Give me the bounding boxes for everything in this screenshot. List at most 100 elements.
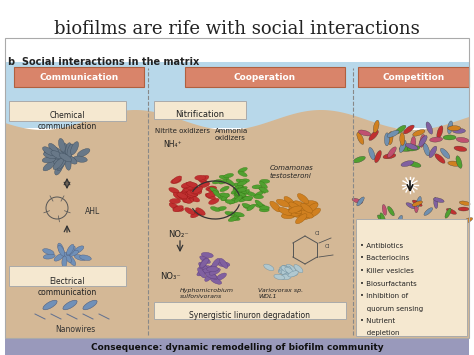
Ellipse shape	[258, 186, 265, 193]
Ellipse shape	[358, 130, 371, 136]
Ellipse shape	[447, 208, 456, 214]
Text: NO₃⁻: NO₃⁻	[160, 272, 181, 281]
Text: Synergistic linuron degradation: Synergistic linuron degradation	[190, 311, 310, 320]
Ellipse shape	[369, 147, 375, 160]
Ellipse shape	[306, 203, 318, 213]
Ellipse shape	[276, 199, 290, 207]
Bar	[14, 67, 144, 87]
Ellipse shape	[286, 264, 296, 272]
Ellipse shape	[205, 266, 216, 272]
FancyBboxPatch shape	[154, 302, 346, 319]
Bar	[185, 67, 345, 87]
Ellipse shape	[191, 188, 202, 193]
Ellipse shape	[53, 158, 64, 170]
Ellipse shape	[68, 256, 76, 266]
Ellipse shape	[233, 185, 243, 190]
Ellipse shape	[205, 272, 214, 282]
Ellipse shape	[209, 268, 220, 275]
Bar	[358, 67, 469, 87]
Ellipse shape	[238, 187, 246, 194]
Ellipse shape	[295, 214, 307, 224]
Ellipse shape	[220, 193, 229, 197]
Ellipse shape	[186, 190, 197, 196]
Ellipse shape	[67, 144, 74, 158]
Ellipse shape	[239, 196, 248, 202]
Ellipse shape	[259, 187, 268, 192]
Ellipse shape	[309, 208, 320, 217]
Ellipse shape	[287, 210, 301, 216]
Ellipse shape	[437, 126, 443, 138]
Ellipse shape	[187, 191, 198, 196]
Ellipse shape	[414, 202, 419, 213]
Ellipse shape	[210, 187, 219, 193]
Ellipse shape	[456, 137, 469, 143]
Ellipse shape	[255, 191, 264, 197]
Ellipse shape	[278, 269, 289, 275]
Ellipse shape	[200, 258, 209, 268]
Ellipse shape	[197, 269, 208, 276]
Ellipse shape	[236, 193, 245, 199]
Ellipse shape	[169, 187, 179, 193]
Text: Nanowires: Nanowires	[55, 325, 95, 334]
Ellipse shape	[288, 271, 298, 277]
Ellipse shape	[206, 192, 217, 197]
Ellipse shape	[458, 207, 469, 211]
Ellipse shape	[295, 207, 309, 214]
Ellipse shape	[230, 216, 240, 220]
Ellipse shape	[194, 210, 205, 215]
Text: Variovorax sp.
WDL1: Variovorax sp. WDL1	[258, 288, 303, 299]
Ellipse shape	[239, 179, 249, 183]
Ellipse shape	[235, 212, 244, 217]
Ellipse shape	[190, 187, 201, 192]
Ellipse shape	[236, 192, 245, 197]
Ellipse shape	[170, 198, 181, 203]
Ellipse shape	[224, 173, 234, 178]
Text: Electrical
communication: Electrical communication	[37, 277, 97, 297]
Ellipse shape	[238, 171, 247, 177]
Text: • Bacteriocins: • Bacteriocins	[360, 256, 409, 262]
Ellipse shape	[191, 190, 201, 195]
Ellipse shape	[83, 300, 97, 310]
Ellipse shape	[210, 207, 220, 212]
Ellipse shape	[399, 147, 412, 152]
Ellipse shape	[177, 193, 187, 200]
Ellipse shape	[66, 144, 73, 158]
Ellipse shape	[232, 212, 241, 217]
Ellipse shape	[284, 196, 295, 207]
Ellipse shape	[397, 215, 402, 225]
Ellipse shape	[193, 187, 203, 194]
Ellipse shape	[377, 215, 385, 223]
Ellipse shape	[57, 157, 66, 169]
Ellipse shape	[424, 208, 433, 215]
Ellipse shape	[447, 121, 453, 134]
Ellipse shape	[285, 267, 294, 275]
Text: Cl: Cl	[315, 231, 320, 236]
Ellipse shape	[243, 196, 253, 200]
Ellipse shape	[59, 138, 65, 152]
Ellipse shape	[259, 206, 269, 210]
Ellipse shape	[43, 248, 54, 255]
Text: Competition: Competition	[383, 72, 445, 82]
Ellipse shape	[217, 207, 227, 211]
Ellipse shape	[49, 143, 59, 154]
Ellipse shape	[236, 192, 246, 197]
Text: • Killer vesicles: • Killer vesicles	[360, 268, 414, 274]
Ellipse shape	[374, 151, 382, 163]
Ellipse shape	[423, 143, 429, 156]
Ellipse shape	[187, 191, 198, 197]
Text: b  Social interactions in the matrix: b Social interactions in the matrix	[8, 57, 199, 67]
Ellipse shape	[55, 162, 63, 175]
Ellipse shape	[211, 258, 220, 268]
Ellipse shape	[388, 206, 394, 216]
Ellipse shape	[234, 193, 244, 197]
Ellipse shape	[182, 196, 191, 203]
Ellipse shape	[434, 197, 438, 208]
Ellipse shape	[237, 188, 246, 192]
Ellipse shape	[80, 255, 91, 261]
Ellipse shape	[413, 130, 425, 136]
Ellipse shape	[206, 264, 216, 273]
Ellipse shape	[207, 267, 219, 272]
Ellipse shape	[65, 156, 71, 170]
Ellipse shape	[182, 198, 193, 203]
Ellipse shape	[293, 201, 306, 209]
